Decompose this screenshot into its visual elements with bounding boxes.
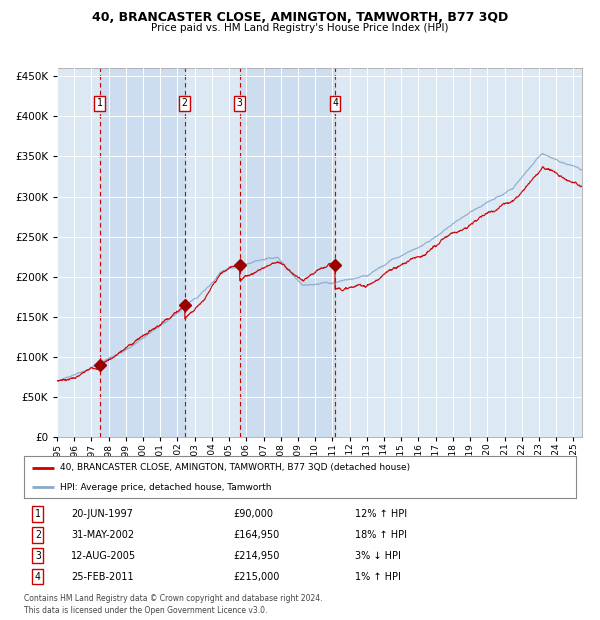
Text: 18% ↑ HPI: 18% ↑ HPI (355, 530, 407, 540)
Text: 40, BRANCASTER CLOSE, AMINGTON, TAMWORTH, B77 3QD: 40, BRANCASTER CLOSE, AMINGTON, TAMWORTH… (92, 11, 508, 24)
Text: 2: 2 (35, 530, 41, 540)
Text: HPI: Average price, detached house, Tamworth: HPI: Average price, detached house, Tamw… (60, 483, 271, 492)
Text: 3: 3 (35, 551, 41, 560)
Text: 12-AUG-2005: 12-AUG-2005 (71, 551, 136, 560)
Text: 1: 1 (35, 509, 41, 519)
Bar (100, 68, 185, 437)
Text: 12% ↑ HPI: 12% ↑ HPI (355, 509, 407, 519)
Text: 1% ↑ HPI: 1% ↑ HPI (355, 572, 401, 582)
Text: 20-JUN-1997: 20-JUN-1997 (71, 509, 133, 519)
Text: 2: 2 (182, 98, 187, 108)
Bar (239, 68, 335, 437)
Text: £215,000: £215,000 (234, 572, 280, 582)
Text: 4: 4 (35, 572, 41, 582)
Text: 3: 3 (236, 98, 242, 108)
Text: 3% ↓ HPI: 3% ↓ HPI (355, 551, 401, 560)
Text: £214,950: £214,950 (234, 551, 280, 560)
Text: 40, BRANCASTER CLOSE, AMINGTON, TAMWORTH, B77 3QD (detached house): 40, BRANCASTER CLOSE, AMINGTON, TAMWORTH… (60, 463, 410, 472)
Text: 1: 1 (97, 98, 103, 108)
Text: Contains HM Land Registry data © Crown copyright and database right 2024.
This d: Contains HM Land Registry data © Crown c… (24, 594, 323, 615)
Text: 25-FEB-2011: 25-FEB-2011 (71, 572, 134, 582)
Text: £90,000: £90,000 (234, 509, 274, 519)
Text: 31-MAY-2002: 31-MAY-2002 (71, 530, 134, 540)
Text: 4: 4 (332, 98, 338, 108)
Text: £164,950: £164,950 (234, 530, 280, 540)
Text: Price paid vs. HM Land Registry's House Price Index (HPI): Price paid vs. HM Land Registry's House … (151, 23, 449, 33)
